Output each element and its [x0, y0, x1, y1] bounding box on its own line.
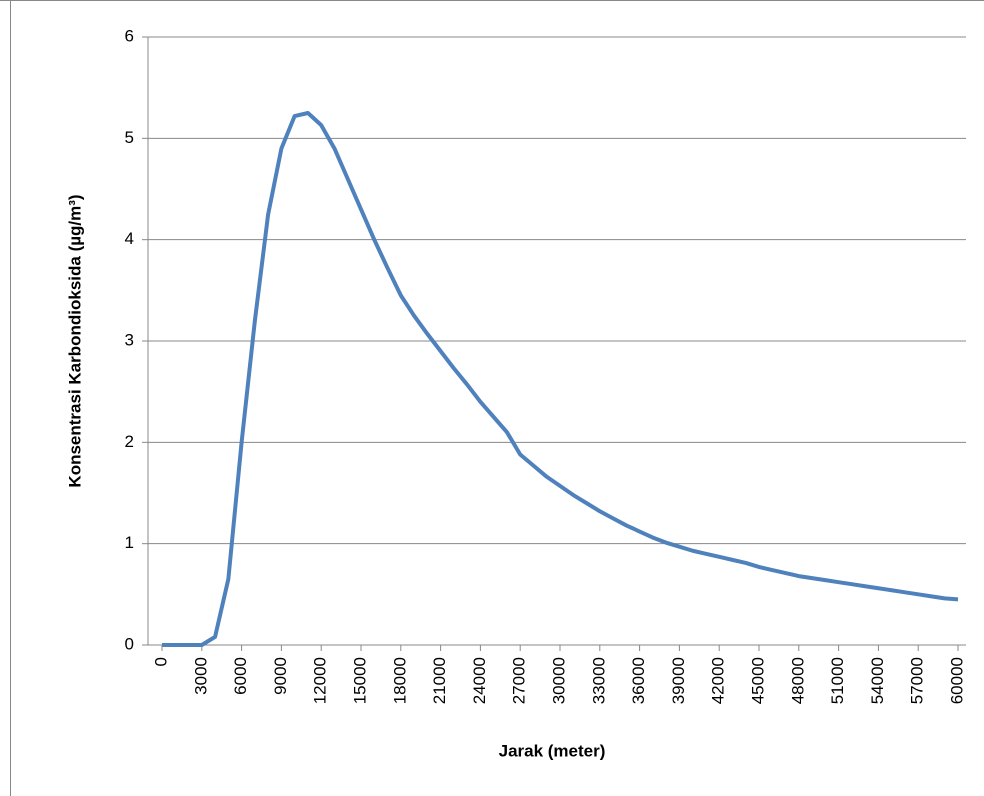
x-axis-label: Jarak (meter): [499, 741, 606, 760]
y-tick-label: 6: [125, 26, 134, 45]
x-tick-label: 3000: [191, 657, 210, 695]
x-tick-label: 57000: [908, 657, 927, 704]
x-tick-label: 6000: [231, 657, 250, 695]
y-tick-label: 2: [125, 432, 134, 451]
x-tick-label: 51000: [828, 657, 847, 704]
x-tick-label: 15000: [350, 657, 369, 704]
x-tick-label: 30000: [549, 657, 568, 704]
y-tick-label: 5: [125, 128, 134, 147]
x-tick-label: 21000: [430, 657, 449, 704]
x-tick-label: 36000: [629, 657, 648, 704]
x-tick-label: 54000: [868, 657, 887, 704]
y-tick-label: 1: [125, 533, 134, 552]
x-tick-label: 12000: [311, 657, 330, 704]
x-tick-label: 60000: [947, 657, 966, 704]
x-tick-label: 18000: [390, 657, 409, 704]
data-line: [162, 113, 958, 645]
x-tick-label: 0: [151, 657, 170, 666]
x-tick-label: 39000: [669, 657, 688, 704]
x-tick-label: 24000: [470, 657, 489, 704]
x-tick-label: 33000: [589, 657, 608, 704]
y-tick-label: 4: [125, 229, 134, 248]
x-tick-label: 48000: [788, 657, 807, 704]
x-tick-label: 9000: [271, 657, 290, 695]
y-tick-label: 0: [125, 634, 134, 653]
chart: Jarak (meter) Konsentrasi Karbondioksida…: [0, 0, 984, 796]
x-tick-label: 45000: [748, 657, 767, 704]
y-axis-label: Konsentrasi Karbondioksida (µg/m³): [65, 194, 84, 487]
y-tick-label: 3: [125, 330, 134, 349]
x-tick-label: 42000: [709, 657, 728, 704]
x-tick-label: 27000: [510, 657, 529, 704]
